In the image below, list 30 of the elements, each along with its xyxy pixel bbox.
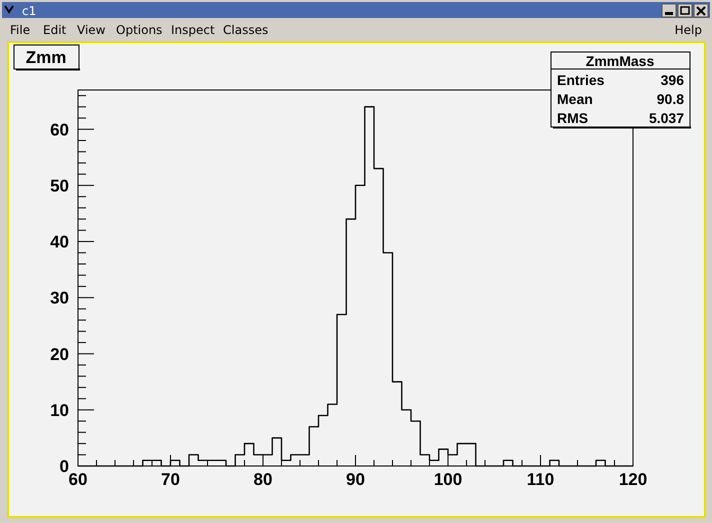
x-tick-label: 60 bbox=[68, 470, 88, 489]
text: 5.037 bbox=[648, 110, 684, 126]
text: c1 bbox=[22, 4, 36, 18]
x-tick-label: 110 bbox=[526, 470, 554, 489]
text: ZmmMass bbox=[586, 53, 654, 69]
x-tick-label: 90 bbox=[346, 470, 365, 489]
annotation: RMS bbox=[557, 110, 588, 126]
y-tick-label: 60 bbox=[50, 120, 69, 140]
text: Classes bbox=[223, 23, 268, 37]
chart-title: Zmm bbox=[26, 48, 66, 67]
x-tick-label: 80 bbox=[254, 470, 272, 489]
y-tick-label: 20 bbox=[50, 344, 69, 364]
y-tick-label: 10 bbox=[50, 400, 69, 420]
x-tick-label: 100 bbox=[434, 470, 462, 489]
annotation: Mean bbox=[557, 91, 593, 107]
text: Options bbox=[116, 23, 162, 37]
text: View bbox=[77, 23, 106, 37]
y-tick-label: 40 bbox=[50, 232, 69, 252]
text: Entries bbox=[557, 72, 605, 88]
y-tick-label: 0 bbox=[60, 457, 69, 476]
text: Edit bbox=[43, 23, 67, 37]
y-tick-label: 50 bbox=[50, 176, 69, 196]
text: 90.8 bbox=[656, 91, 684, 107]
x-tick-label: 120 bbox=[618, 470, 648, 489]
text: Inspect bbox=[171, 23, 215, 37]
text: 396 bbox=[660, 72, 684, 88]
text: File bbox=[10, 23, 30, 37]
x-tick-label: 70 bbox=[161, 470, 180, 489]
y-tick-label: 30 bbox=[50, 288, 69, 308]
text: Help bbox=[674, 23, 702, 37]
